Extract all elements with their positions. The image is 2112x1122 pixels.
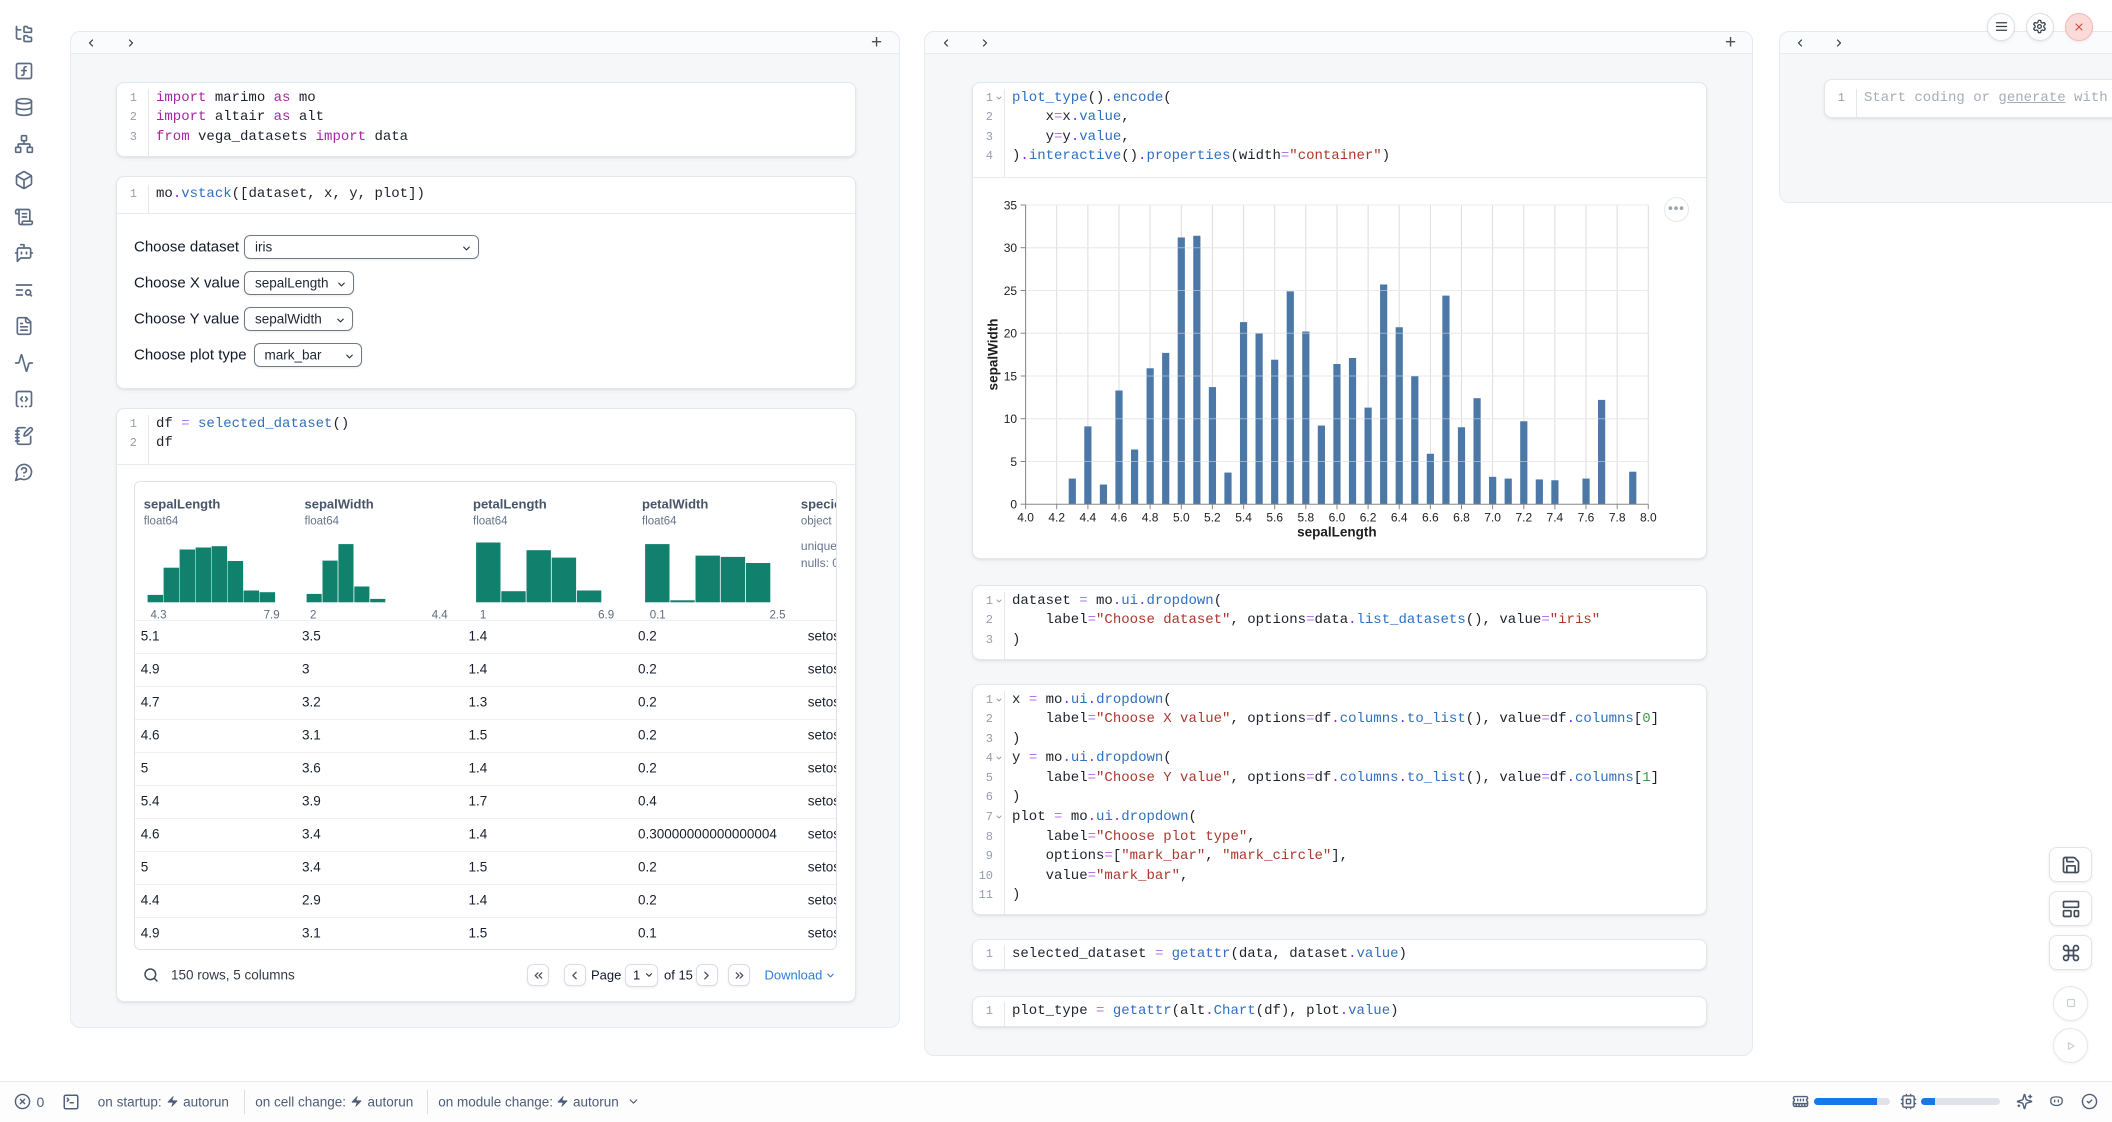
svg-text:4.0: 4.0 [1017,511,1034,525]
svg-text:15: 15 [1004,370,1018,384]
svg-text:5.2: 5.2 [1204,511,1221,525]
svg-text:4.8: 4.8 [1142,511,1159,525]
svg-text:sepalWidth: sepalWidth [986,319,1001,391]
svg-text:30: 30 [1004,241,1018,255]
svg-text:5.6: 5.6 [1266,511,1283,525]
svg-text:6.2: 6.2 [1360,511,1377,525]
svg-text:5.0: 5.0 [1173,511,1190,525]
svg-text:6.0: 6.0 [1329,511,1346,525]
svg-text:6.4: 6.4 [1391,511,1408,525]
svg-text:35: 35 [1004,199,1018,213]
svg-text:25: 25 [1004,284,1018,298]
svg-text:4.2: 4.2 [1048,511,1065,525]
svg-text:4.4: 4.4 [1080,511,1097,525]
svg-text:8.0: 8.0 [1640,511,1657,525]
svg-text:7.6: 7.6 [1578,511,1595,525]
svg-text:6.6: 6.6 [1422,511,1439,525]
svg-text:sepalLength: sepalLength [1297,525,1377,540]
svg-text:4.6: 4.6 [1111,511,1128,525]
svg-text:20: 20 [1004,327,1018,341]
svg-text:7.8: 7.8 [1609,511,1626,525]
svg-text:10: 10 [1004,412,1018,426]
svg-text:7.0: 7.0 [1484,511,1501,525]
svg-text:6.8: 6.8 [1453,511,1470,525]
svg-text:5.8: 5.8 [1297,511,1314,525]
svg-text:7.4: 7.4 [1547,511,1564,525]
svg-text:5.4: 5.4 [1235,511,1252,525]
svg-text:0: 0 [1010,498,1017,512]
svg-text:5: 5 [1010,455,1017,469]
svg-text:7.2: 7.2 [1515,511,1532,525]
